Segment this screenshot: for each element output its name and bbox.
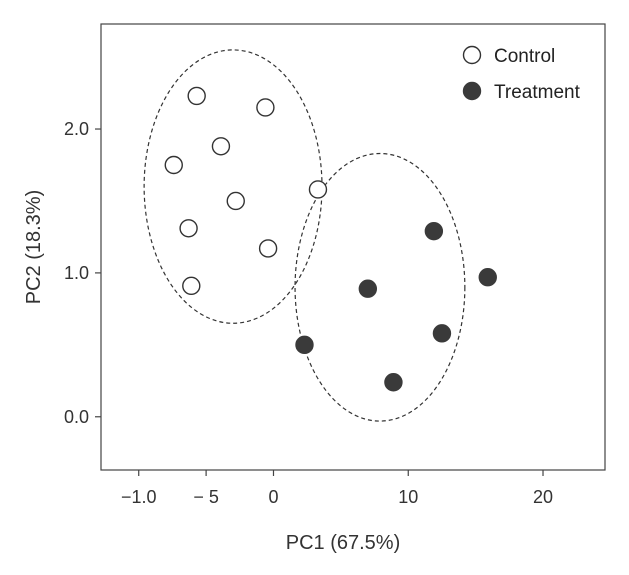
x-tick-label-5: 20 [533,487,553,507]
point-control-8 [258,239,278,258]
point-control-9 [182,276,201,296]
plot-frame [100,23,606,471]
y-tick-label-3: 2.0 [64,119,89,139]
legend-label-treatment: Treatment [494,82,581,103]
ellipse-treatment [294,152,466,422]
x-tick-label-4: 10 [398,487,418,507]
x-tick-label-2: − 5 [193,487,219,507]
x-tick-label-1: −1.0 [121,487,157,507]
x-tick-label-3: 0 [268,487,278,507]
point-treatment-2 [478,268,497,287]
legend-label-control: Control [494,46,555,67]
data-points [164,86,497,392]
point-control-4 [164,155,183,175]
point-control-6 [226,191,245,211]
legend-marker-control [462,45,482,65]
y-tick-label-2: 1.0 [64,263,89,283]
legend-marker-treatment [462,81,482,101]
point-control-1 [187,86,206,106]
point-control-3 [211,137,231,156]
point-control-7 [179,219,198,238]
point-treatment-1 [424,221,444,241]
point-control-2 [256,98,275,117]
x-axis-label: PC1 (67.5%) [286,532,401,554]
y-axis-label: PC2 (18.3%) [23,190,45,305]
point-treatment-6 [384,373,403,392]
point-treatment-5 [295,335,314,355]
y-tick-label-1: 0.0 [64,407,89,427]
point-control-5 [308,180,328,199]
point-treatment-4 [432,324,452,343]
point-treatment-3 [358,279,378,298]
legend: Control Treatment [462,45,581,103]
x-axis: −1.0 − 5 0 10 20 [121,470,553,507]
y-axis: 0.0 1.0 2.0 [64,119,101,427]
